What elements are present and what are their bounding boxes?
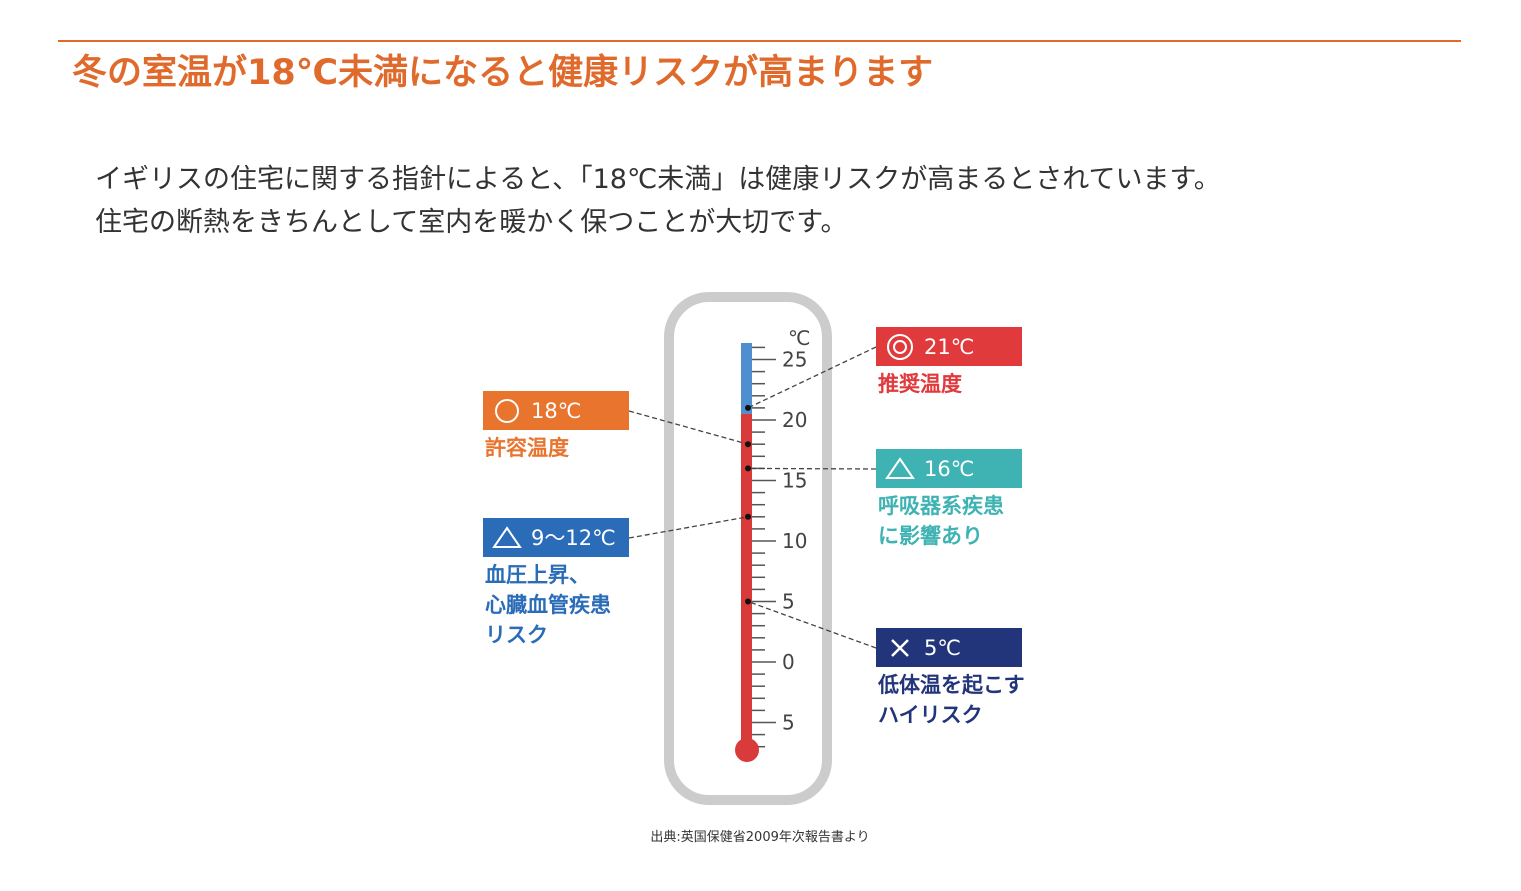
tick-label: 25 [782,348,807,372]
triangle-icon [885,457,915,479]
tube-upper [741,343,752,414]
triangle-icon [492,526,522,548]
tick-label: 20 [782,408,807,432]
marker-temperature: 5℃ [924,636,961,660]
tick-label: 5 [782,711,795,735]
unit-label: ℃ [788,326,810,350]
mercury-column [741,413,752,750]
marker-dot [745,598,751,605]
marker-dot [745,513,751,520]
leader-line [628,516,749,539]
description-line: イギリスの住宅に関する指針によると、「18℃未満」は健康リスクが高まるとされてい… [95,164,1221,195]
marker-description: 許容温度 [485,436,569,460]
marker-box [483,391,629,430]
tick-label: 0 [782,650,795,674]
description: イギリスの住宅に関する指針によると、「18℃未満」は健康リスクが高まるとされてい… [95,158,1221,244]
marker-dot [745,465,751,472]
marker-temperature: 18℃ [531,399,581,423]
marker-temperature: 9〜12℃ [531,526,616,550]
marker-temperature: 16℃ [924,457,974,481]
marker-21: 21℃ 推奨温度 [745,327,1022,411]
source-citation: 出典:英国保健省2009年次報告書より [650,829,869,845]
marker-18: 18℃ 許容温度 [483,391,751,460]
tick-label: 5 [782,590,795,614]
marker-description: リスク [485,623,548,647]
circle-icon [495,399,519,423]
marker-description: 呼吸器系疾患 [878,494,1004,518]
marker-box [876,449,1022,488]
marker-box [483,518,629,557]
thermometer-frame [664,292,832,805]
cross-icon [891,639,909,657]
thermometer-bulb [735,738,759,762]
marker-description: 血圧上昇、 [485,563,590,587]
tick-label: 15 [782,469,807,493]
description-line: 住宅の断熱をきちんとして室内を暖かく保つことが大切です。 [95,207,848,238]
double-circle-icon [887,334,913,360]
marker-temperature: 21℃ [924,335,974,359]
heading-rule [58,40,1461,42]
marker-description: 推奨温度 [878,372,962,396]
leader-line [628,410,749,445]
tick-label: 10 [782,529,807,553]
marker-dot [745,404,751,411]
leader-line [747,346,877,409]
marker-dot [745,441,751,448]
marker-description: に影響あり [878,524,983,548]
marker-description: 低体温を起こす [877,673,1025,697]
leader-line [747,467,877,470]
page-title: 冬の室温が18℃未満になると健康リスクが高まります [72,53,934,93]
marker-description: ハイリスク [878,703,983,727]
marker-description: 心臓血管疾患 [485,593,611,617]
leader-line [747,600,877,649]
